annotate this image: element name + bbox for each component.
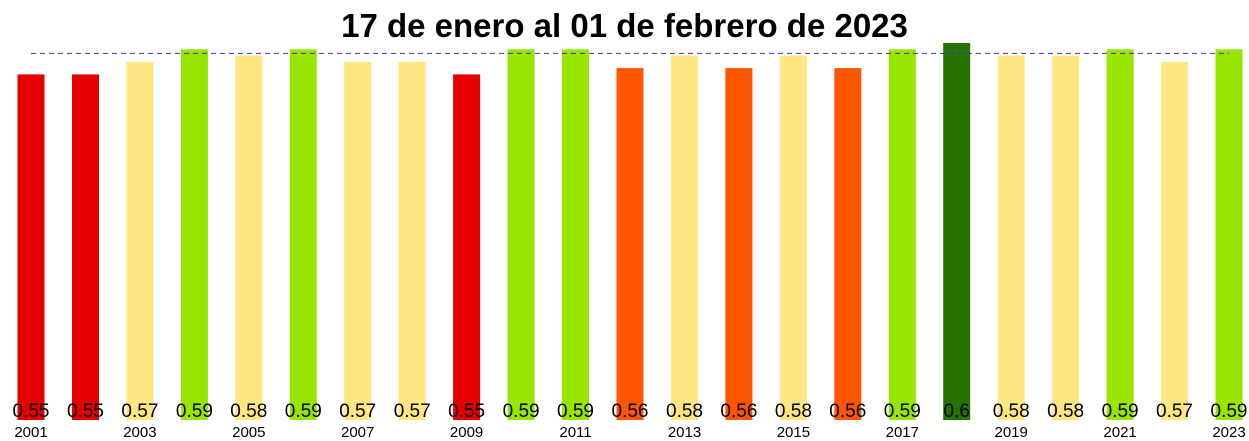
value-label-2005: 0.58 — [230, 401, 267, 422]
bar-2012 — [616, 68, 644, 420]
bar-2013 — [671, 55, 698, 420]
x-tick-label-2003: 2003 — [123, 424, 156, 441]
bar-2018 — [943, 43, 971, 420]
bar-2017 — [888, 49, 916, 421]
value-label-2017: 0.59 — [884, 401, 921, 422]
value-label-2006: 0.59 — [285, 401, 322, 422]
value-label-2003: 0.57 — [121, 401, 158, 422]
x-tick-label-2015: 2015 — [777, 424, 810, 441]
value-label-2019: 0.58 — [993, 401, 1030, 422]
value-label-2010: 0.59 — [503, 401, 540, 422]
bar-2009 — [453, 74, 481, 421]
value-label-2011: 0.59 — [557, 401, 594, 422]
value-label-2007: 0.57 — [339, 401, 376, 422]
bar-2016 — [834, 68, 862, 420]
value-label-2014: 0.56 — [720, 401, 757, 422]
value-label-2001: 0.55 — [13, 401, 50, 422]
bar-2014 — [725, 68, 753, 420]
bar-2021 — [1106, 49, 1134, 421]
bar-2020 — [1052, 55, 1080, 420]
value-label-2023: 0.59 — [1211, 401, 1248, 422]
bar-2001 — [17, 74, 45, 421]
x-tick-labels-group: 2001 2003 2005 2007 2009 2011 2013 2015 2017 2019… — [14, 424, 1245, 441]
value-label-2013: 0.58 — [666, 401, 703, 422]
bar-2005 — [235, 55, 263, 420]
value-label-2022: 0.57 — [1156, 401, 1193, 422]
x-tick-label-2023: 2023 — [1212, 424, 1245, 441]
x-tick-label-2009: 2009 — [450, 424, 483, 441]
value-labels-group: 0.55 0.55 0.57 0.59 0.58 0.59 0.57 0.57 0.55 0.59… — [13, 401, 1248, 422]
x-tick-label-2001: 2001 — [14, 424, 47, 441]
bar-2011 — [562, 49, 589, 421]
bar-2010 — [507, 49, 535, 421]
bar-2008 — [398, 61, 426, 421]
bars-group — [17, 43, 1243, 421]
bar-2022 — [1161, 61, 1188, 421]
x-tick-label-2013: 2013 — [668, 424, 701, 441]
value-label-2015: 0.58 — [775, 401, 812, 422]
bar-2004 — [180, 49, 208, 421]
x-tick-label-2017: 2017 — [886, 424, 919, 441]
x-tick-label-2019: 2019 — [995, 424, 1028, 441]
x-tick-label-2007: 2007 — [341, 424, 374, 441]
bar-2006 — [289, 49, 317, 421]
bar-2023 — [1215, 49, 1243, 421]
x-tick-label-2021: 2021 — [1103, 424, 1136, 441]
bar-2007 — [344, 61, 372, 421]
bar-2019 — [997, 55, 1025, 420]
value-label-2020: 0.58 — [1047, 401, 1084, 422]
value-label-2009: 0.55 — [448, 401, 485, 422]
x-tick-label-2011: 2011 — [559, 424, 591, 441]
bar-2015 — [779, 55, 807, 420]
bar-2002 — [72, 74, 99, 421]
chart-title: 17 de enero al 01 de febrero de 2023 — [341, 7, 908, 44]
bar-2003 — [126, 61, 154, 421]
x-tick-label-2005: 2005 — [232, 424, 265, 441]
value-label-2004: 0.59 — [176, 401, 213, 422]
value-label-2021: 0.59 — [1102, 401, 1139, 422]
value-label-2002: 0.55 — [67, 401, 104, 422]
value-label-2018: 0.6 — [943, 401, 969, 422]
value-label-2008: 0.57 — [394, 401, 431, 422]
value-label-2012: 0.56 — [612, 401, 649, 422]
value-label-2016: 0.56 — [829, 401, 866, 422]
